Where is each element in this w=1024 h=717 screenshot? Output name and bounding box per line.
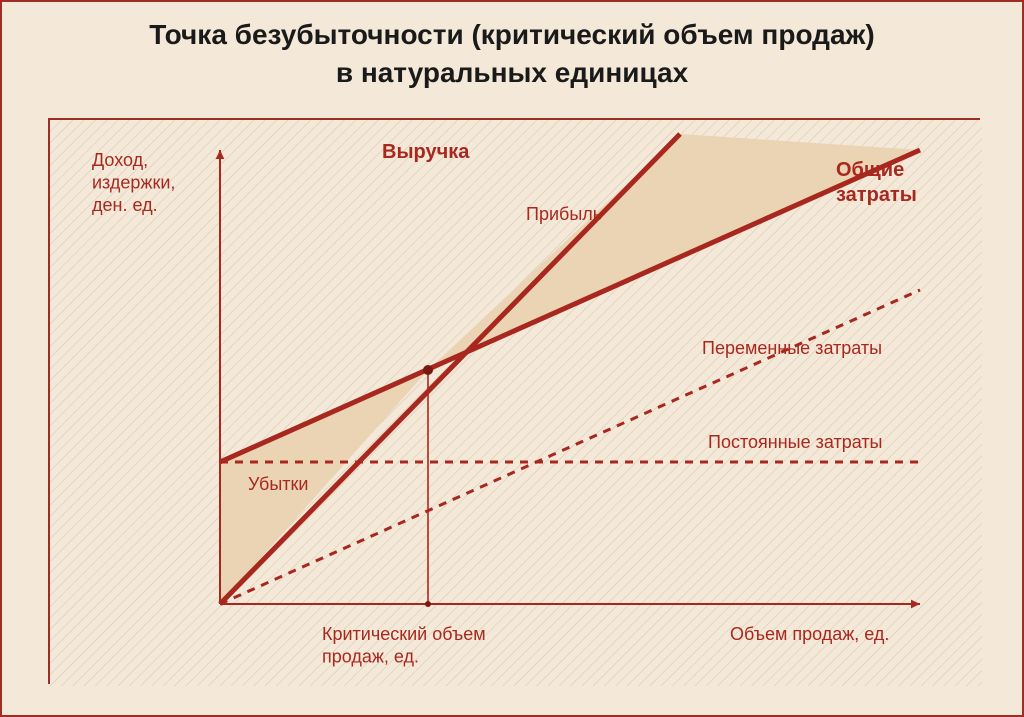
svg-text:Критический объем: Критический объем xyxy=(322,624,486,644)
loss-label: Убытки xyxy=(248,474,308,494)
title-line-2: в натуральных единицах xyxy=(42,54,982,92)
variable-costs-label: Переменные затраты xyxy=(702,338,882,358)
svg-text:Убытки: Убытки xyxy=(248,474,308,494)
svg-text:Постоянные затраты: Постоянные затраты xyxy=(708,432,883,452)
break-even-chart: Доход, издержки,ден. ед. Объем продаж, ед.… xyxy=(50,120,982,686)
svg-text:затраты: затраты xyxy=(836,184,917,206)
profit-label: Прибыль xyxy=(526,204,602,224)
svg-text:Доход,: Доход, xyxy=(92,150,148,170)
svg-text:ден. ед.: ден. ед. xyxy=(92,195,158,215)
svg-text:издержки,: издержки, xyxy=(92,173,175,193)
break-even-x-tick xyxy=(425,601,431,607)
svg-text:Прибыль: Прибыль xyxy=(526,204,602,224)
svg-text:Выручка: Выручка xyxy=(382,141,470,163)
chart-frame: Доход, издержки,ден. ед. Объем продаж, ед.… xyxy=(48,118,980,684)
svg-text:Объем продаж, ед.: Объем продаж, ед. xyxy=(730,624,889,644)
svg-text:продаж, ед.: продаж, ед. xyxy=(322,647,419,667)
svg-text:Переменные затраты: Переменные затраты xyxy=(702,338,882,358)
fixed-costs-label: Постоянные затраты xyxy=(708,432,883,452)
x-axis-label: Объем продаж, ед. xyxy=(730,624,889,644)
revenue-label: Выручка xyxy=(382,141,470,163)
title-line-1: Точка безубыточности (критический объем … xyxy=(42,16,982,54)
break-even-point xyxy=(423,365,433,375)
page-title: Точка безубыточности (критический объем … xyxy=(2,2,1022,98)
page: Точка безубыточности (критический объем … xyxy=(0,0,1024,717)
svg-text:Общие: Общие xyxy=(836,159,904,181)
